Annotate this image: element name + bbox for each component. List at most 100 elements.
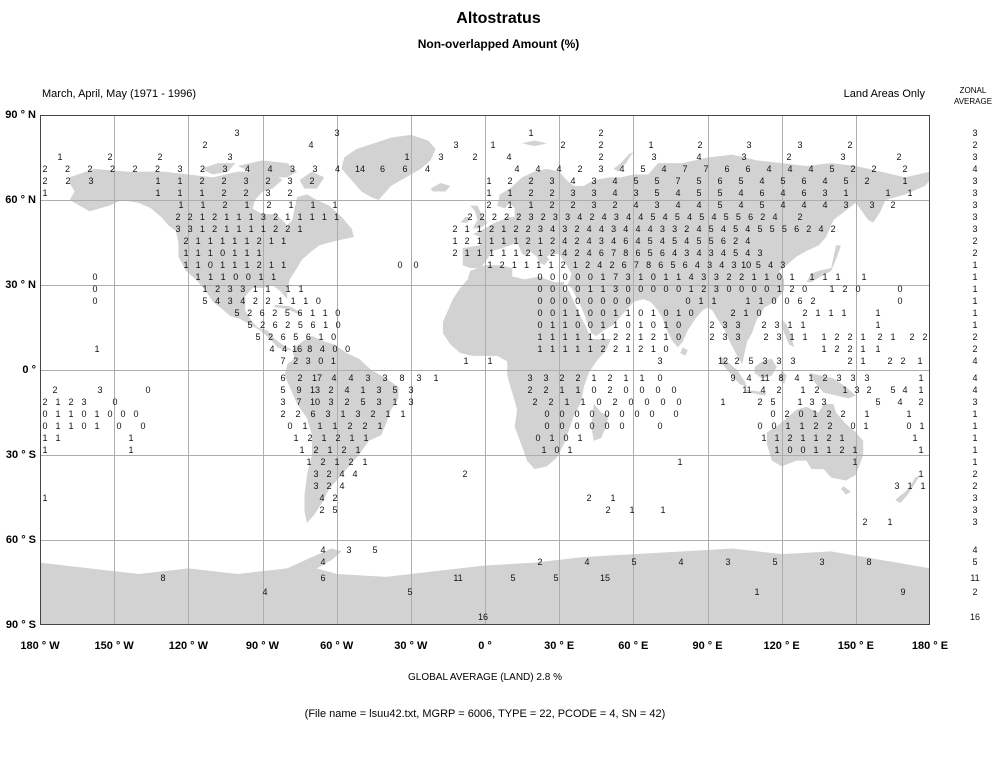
grid-value: 2 xyxy=(830,224,836,234)
grid-value: 1 xyxy=(591,373,597,383)
grid-value: 5 xyxy=(696,236,702,246)
grid-value: 6 xyxy=(310,320,316,330)
longitude-tick-label: 0 ° xyxy=(478,640,492,652)
grid-value: 1 xyxy=(232,260,238,270)
island-madagascar xyxy=(591,404,609,441)
grid-value: 4 xyxy=(319,344,325,354)
grid-value: 4 xyxy=(696,152,702,162)
grid-value: 2 xyxy=(697,140,703,150)
grid-value: 2 xyxy=(370,409,376,419)
grid-value: 5 xyxy=(255,332,261,342)
grid-value: 3 xyxy=(565,212,571,222)
grid-value: 2 xyxy=(499,260,505,270)
grid-value: 1 xyxy=(789,332,795,342)
grid-value: 1 xyxy=(507,188,513,198)
grid-value: 5 xyxy=(247,320,253,330)
grid-value: 3 xyxy=(528,212,534,222)
grid-value: 0 xyxy=(657,373,663,383)
grid-value: 5 xyxy=(553,573,559,583)
grid-value: 0 xyxy=(625,320,631,330)
grid-value: 7 xyxy=(703,164,709,174)
grid-value: 0 xyxy=(575,284,581,294)
grid-value: 3 xyxy=(313,469,319,479)
grid-value: 5 xyxy=(699,212,705,222)
grid-value: 3 xyxy=(836,373,842,383)
grid-value: 2 xyxy=(726,272,732,282)
grid-value: 4 xyxy=(612,176,618,186)
grid-value: 5 xyxy=(674,212,680,222)
grid-value: 3 xyxy=(334,128,340,138)
grid-value: 1 xyxy=(306,457,312,467)
grid-value: 2 xyxy=(613,332,619,342)
grid-value: 0 xyxy=(587,272,593,282)
grid-value: 5 xyxy=(717,200,723,210)
grid-value: 0 xyxy=(596,397,602,407)
latitude-tick-label: 90 ° N xyxy=(5,109,36,121)
grid-value: 0 xyxy=(562,284,568,294)
grid-value: 1 xyxy=(360,385,366,395)
zonal-average-value: 2 xyxy=(972,481,978,491)
grid-value: 0 xyxy=(776,272,782,282)
grid-value: 3 xyxy=(654,200,660,210)
grid-value: 4 xyxy=(308,140,314,150)
grid-value: 2 xyxy=(574,236,580,246)
coverage-label: Land Areas Only xyxy=(843,88,925,100)
zonal-average-value: 4 xyxy=(972,545,978,555)
grid-value: 1 xyxy=(528,200,534,210)
grid-value: 1 xyxy=(564,397,570,407)
grid-value: 2 xyxy=(489,224,495,234)
grid-value: 1 xyxy=(464,248,470,258)
grid-value: 1 xyxy=(177,176,183,186)
grid-value: 2 xyxy=(559,373,565,383)
grid-value: 2 xyxy=(585,260,591,270)
grid-value: 1 xyxy=(404,152,410,162)
grid-value: 2 xyxy=(776,385,782,395)
grid-value: 1 xyxy=(486,176,492,186)
grid-value: 1 xyxy=(297,224,303,234)
grid-value: 7 xyxy=(611,248,617,258)
grid-value: 1 xyxy=(281,236,287,246)
grid-value: 1 xyxy=(813,445,819,455)
grid-value: 2 xyxy=(866,385,872,395)
grid-value: 3 xyxy=(537,224,543,234)
grid-value: 9 xyxy=(296,385,302,395)
grid-value: 5 xyxy=(672,236,678,246)
longitude-tick-label: 120 ° W xyxy=(168,640,208,652)
grid-value: 1 xyxy=(489,236,495,246)
grid-value: 3 xyxy=(713,284,719,294)
grid-value: 3 xyxy=(527,373,533,383)
grid-value: 9 xyxy=(730,373,736,383)
grid-value: 2 xyxy=(527,385,533,395)
grid-value: 1 xyxy=(232,236,238,246)
grid-value: 1 xyxy=(776,284,782,294)
grid-value: 4 xyxy=(344,385,350,395)
zonal-average-header-line2: AVERAGE xyxy=(953,97,993,106)
grid-value: 2 xyxy=(452,224,458,234)
grid-value: 1 xyxy=(676,272,682,282)
grid-value: 1 xyxy=(200,200,206,210)
grid-value: 1 xyxy=(195,248,201,258)
grid-value: 0 xyxy=(800,445,806,455)
grid-value: 1 xyxy=(808,373,814,383)
grid-value: 1 xyxy=(860,332,866,342)
grid-value: 5 xyxy=(829,164,835,174)
grid-value: 6 xyxy=(379,164,386,174)
zonal-average-value: 16 xyxy=(969,612,981,622)
grid-value: 5 xyxy=(284,308,290,318)
grid-value: 2 xyxy=(709,332,715,342)
grid-value: 4 xyxy=(638,212,644,222)
grid-value: 1 xyxy=(843,188,849,198)
grid-value: 1 xyxy=(829,284,835,294)
grid-value: 6 xyxy=(748,212,754,222)
grid-value: 1 xyxy=(310,200,316,210)
grid-value: 1 xyxy=(244,236,250,246)
grid-value: 2 xyxy=(199,176,205,186)
grid-value: 2 xyxy=(107,152,113,162)
grid-value: 3 xyxy=(840,152,846,162)
grid-value: 2 xyxy=(847,356,853,366)
grid-value: 3 xyxy=(416,373,422,383)
grid-value: 2 xyxy=(265,176,271,186)
grid-value: 2 xyxy=(589,212,595,222)
latitude-gridline xyxy=(40,370,930,371)
island-cuba xyxy=(274,304,303,315)
